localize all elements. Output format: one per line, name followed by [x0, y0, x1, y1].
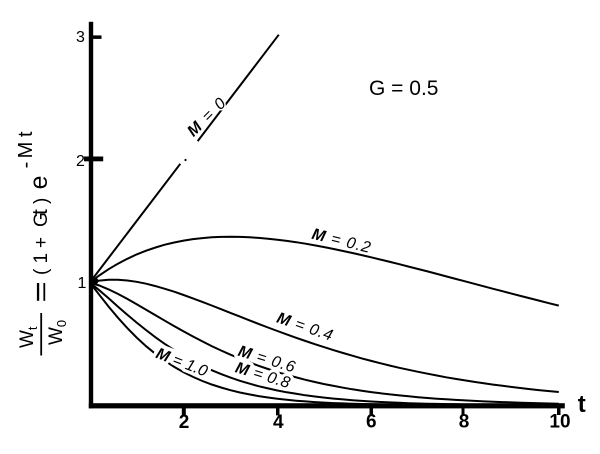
svg-text:M = 0: M = 0 [184, 94, 230, 140]
svg-text:(1+Gt)e-Mt: (1+Gt)e-Mt [15, 131, 53, 275]
svg-text:t: t [578, 391, 586, 418]
svg-text:4: 4 [273, 412, 284, 433]
svg-text:M = 0.4: M = 0.4 [274, 310, 335, 345]
svg-text:W0: W0 [46, 320, 69, 345]
svg-text:2: 2 [76, 153, 85, 170]
svg-text:2: 2 [179, 412, 190, 433]
svg-text:M = 1.0: M = 1.0 [153, 345, 209, 380]
svg-text:8: 8 [459, 412, 470, 433]
svg-text:Wt: Wt [17, 326, 40, 348]
svg-text:1: 1 [77, 275, 86, 292]
svg-text:10: 10 [549, 412, 570, 433]
svg-text:G = 0.5: G = 0.5 [369, 77, 438, 100]
svg-text:6: 6 [366, 412, 377, 433]
svg-text:M = 0.2: M = 0.2 [310, 226, 373, 257]
svg-text:3: 3 [76, 29, 85, 46]
